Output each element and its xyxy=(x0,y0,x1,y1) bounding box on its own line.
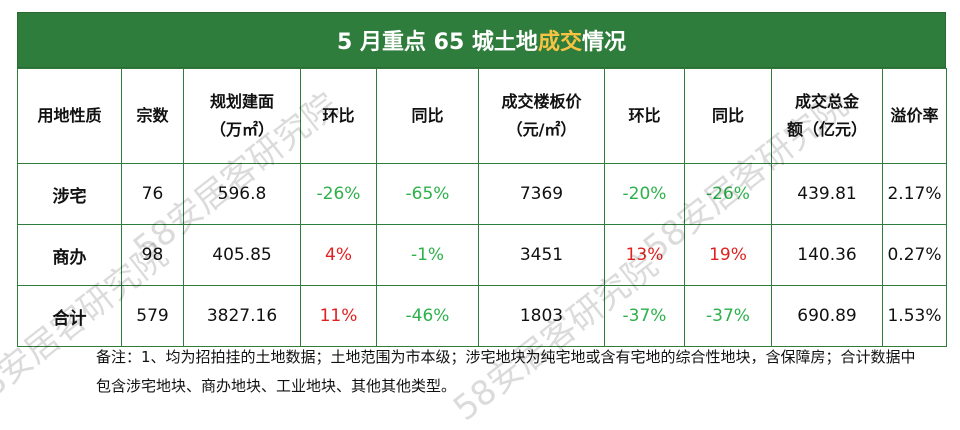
column-header-line: 环比 xyxy=(628,106,661,125)
table-cell: -46% xyxy=(376,285,479,347)
table-cell: 140.36 xyxy=(771,224,883,286)
column-header: 同比 xyxy=(376,68,479,164)
column-header-line: （万㎡） xyxy=(209,120,274,139)
table-cell: 7369 xyxy=(478,163,605,225)
column-header-line: 同比 xyxy=(711,106,744,125)
row-label: 合计 xyxy=(17,285,122,347)
table-row: 商办 98 405.85 4% -1% 3451 13% 19% 140.36 0.27% xyxy=(17,224,947,286)
column-header: 溢价率 xyxy=(882,68,947,164)
column-header-line: 规划建面 xyxy=(209,92,274,111)
title-highlight: 成交 xyxy=(537,30,582,55)
table-title: 5 月重点 65 城土地 成交 情况 xyxy=(17,12,946,68)
column-header: 宗数 xyxy=(121,68,184,164)
column-header: 成交楼板价 （元/㎡） xyxy=(478,68,605,164)
table-cell: 2.17% xyxy=(882,163,947,225)
table-cell: 0.27% xyxy=(882,224,947,286)
table-cell: -65% xyxy=(376,163,479,225)
title-suffix: 情况 xyxy=(581,30,626,55)
column-header-line: 宗数 xyxy=(136,106,169,125)
column-header: 用地性质 xyxy=(17,68,122,164)
table-cell: 3827.16 xyxy=(183,285,301,347)
table-cell: 98 xyxy=(121,224,184,286)
column-header-line: 成交总金 xyxy=(794,92,859,111)
data-table: 用地性质 宗数 规划建面 （万㎡） 环比 同比 成交楼板价 （元/㎡） 环比 同比 成交总金额（亿元… xyxy=(17,68,947,347)
column-header: 环比 xyxy=(300,68,377,164)
title-prefix: 5 月重点 65 城土地 xyxy=(337,30,538,55)
row-label: 涉宅 xyxy=(17,163,122,225)
column-header: 环比 xyxy=(604,68,685,164)
table-row: 涉宅 76 596.8 -26% -65% 7369 -20% -26% 439.81 2.17% xyxy=(17,163,947,225)
column-header-line: 用地性质 xyxy=(37,106,102,125)
table-cell: -37% xyxy=(604,285,685,347)
table-cell: 690.89 xyxy=(771,285,883,347)
land-transaction-table: 5 月重点 65 城土地 成交 情况 用地性质 宗数 规划建面 （万㎡） 环比 同比 成交楼板价… xyxy=(17,12,947,347)
table-cell: -26% xyxy=(684,163,772,225)
column-header: 同比 xyxy=(684,68,772,164)
table-cell: 405.85 xyxy=(183,224,301,286)
column-header: 成交总金额（亿元） xyxy=(771,68,883,164)
column-header-line: 同比 xyxy=(411,106,444,125)
table-cell: 11% xyxy=(300,285,377,347)
table-cell: 13% xyxy=(604,224,685,286)
table-cell: -26% xyxy=(300,163,377,225)
header-row: 用地性质 宗数 规划建面 （万㎡） 环比 同比 成交楼板价 （元/㎡） 环比 同比 成交总金额（亿元… xyxy=(17,68,947,164)
footnote: 备注：1、均为招拍挂的土地数据；土地范围为市本级；涉宅地块为纯宅地或含有宅地的综… xyxy=(96,348,916,395)
table-cell: 4% xyxy=(300,224,377,286)
column-header-line: 环比 xyxy=(322,106,355,125)
table-cell: 1.53% xyxy=(882,285,947,347)
table-cell: -20% xyxy=(604,163,685,225)
column-header-line: 溢价率 xyxy=(890,106,939,125)
table-cell: 3451 xyxy=(478,224,605,286)
column-header-line: 成交楼板价 xyxy=(501,92,582,111)
table-cell: -37% xyxy=(684,285,772,347)
column-header-line: 额（亿元） xyxy=(786,120,867,139)
row-label: 商办 xyxy=(17,224,122,286)
table-cell: -1% xyxy=(376,224,479,286)
table-cell: 596.8 xyxy=(183,163,301,225)
table-body: 涉宅 76 596.8 -26% -65% 7369 -20% -26% 439.81 2.17%… xyxy=(17,163,947,347)
table-cell: 579 xyxy=(121,285,184,347)
table-row: 合计 579 3827.16 11% -46% 1803 -37% -37% 690.89 1.5… xyxy=(17,285,947,347)
table-cell: 1803 xyxy=(478,285,605,347)
table-cell: 439.81 xyxy=(771,163,883,225)
column-header-line: （元/㎡） xyxy=(506,120,577,139)
table-cell: 19% xyxy=(684,224,772,286)
column-header: 规划建面 （万㎡） xyxy=(183,68,301,164)
table-cell: 76 xyxy=(121,163,184,225)
